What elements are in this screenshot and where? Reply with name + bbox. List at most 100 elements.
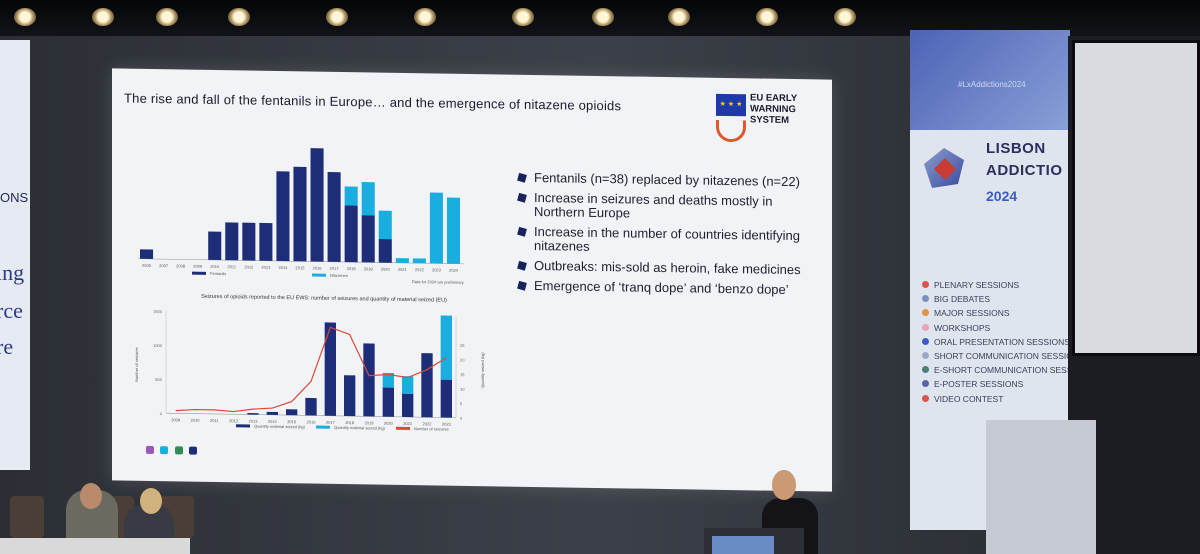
bullet-item: Increase in the number of countries iden…: [516, 224, 806, 258]
panelist-head: [80, 483, 102, 509]
bar: [324, 322, 337, 416]
bar: [363, 343, 375, 417]
bar: [327, 172, 341, 262]
tick-label: 2013: [261, 265, 271, 270]
bar: [293, 166, 307, 262]
fentanils-nitazenes-bar-chart: 2006 2007 2008 2009 2010 2011 2012 2013 2014 2015…: [138, 148, 464, 278]
session-type-item: PLENARY SESSIONS: [922, 280, 1093, 294]
tick-label: 2020: [381, 267, 391, 272]
seizures-combo-chart: 0 500 1000 1500 0 5 10 15 20 25 2009 2010 2011 2012 20…: [134, 309, 485, 432]
tick-label: 2011: [210, 418, 219, 423]
tick-label: 2014: [278, 265, 288, 270]
tick-label: 25: [460, 343, 465, 348]
tick-label: 2013: [249, 418, 259, 423]
stage-light-icon: [414, 8, 436, 26]
banner-header: #LxAddictions2024: [910, 30, 1070, 130]
bar: [361, 215, 375, 263]
bar: [247, 413, 259, 415]
tick-label: 2018: [345, 420, 355, 425]
legend-label: Fentanils: [210, 271, 226, 276]
bar: [344, 186, 358, 206]
banner-name-line: LISBON: [986, 140, 1046, 157]
bar: [259, 222, 273, 261]
panel-table: [0, 538, 190, 554]
bar: [140, 249, 154, 259]
tick-label: 2006: [142, 263, 152, 268]
tick-label: 2022: [423, 421, 433, 426]
bar: [378, 238, 392, 263]
tick-label: 2024: [449, 268, 459, 273]
bar: [344, 375, 356, 417]
bullet-item: Emergence of ‘tranq dope’ and ‘benzo dop…: [516, 278, 806, 298]
partner-logo-icon: [174, 446, 183, 455]
bar: [310, 148, 324, 262]
tick-label: 2018: [347, 266, 357, 271]
bar: [382, 372, 394, 388]
tick-label: 2023: [432, 267, 442, 272]
logo-line: EU EARLY: [750, 92, 798, 105]
stage-light-icon: [668, 8, 690, 26]
bar: [402, 376, 414, 394]
legend-swatch: [316, 425, 330, 429]
bar: [266, 411, 279, 415]
logo-line: SYSTEM: [750, 114, 790, 126]
tick-label: 2012: [229, 418, 239, 423]
chart-note: Data for 2024 are preliminary: [412, 279, 464, 285]
tick-label: 0: [460, 416, 463, 421]
stage-light-icon: [834, 8, 856, 26]
session-type-item: SHORT COMMUNICATION SESSIONS: [922, 351, 1093, 365]
legend-swatch: [396, 426, 410, 431]
session-type-item: BIG DEBATES: [922, 294, 1093, 308]
bar: [305, 397, 317, 416]
stage-light-icon: [592, 8, 614, 26]
bar: [421, 353, 433, 418]
left-banner-fragment: ing: [0, 260, 25, 285]
tick-label: 500: [155, 377, 162, 382]
stage-light-icon: [756, 8, 778, 26]
tick-label: 2008: [176, 263, 186, 268]
tick-label: 2022: [415, 267, 425, 272]
session-type-item: E-SHORT COMMUNICATION SESSIONS: [922, 365, 1093, 379]
bullet-list: Fentanils (n=38) replaced by nitazenes (…: [516, 170, 806, 304]
bullet-item: Fentanils (n=38) replaced by nitazenes (…: [516, 170, 806, 190]
bar: [242, 222, 256, 261]
legend-label: Quantity material seized (kg): [334, 425, 386, 431]
banner-hashtag: #LxAddictions2024: [958, 80, 1026, 89]
legend-label: Nitazenes: [330, 273, 348, 278]
bar: [344, 205, 358, 263]
slide-title: The rise and fall of the fentanils in Eu…: [124, 90, 622, 114]
eu-ews-logo: ★ ★ ★ EU EARLY WARNING SYSTEM: [716, 92, 826, 154]
tick-label: 2016: [313, 265, 323, 270]
speaker-head: [772, 470, 796, 500]
bar: [402, 393, 414, 418]
stage-light-icon: [228, 8, 250, 26]
tick-label: 2023: [442, 422, 452, 427]
bar: [286, 409, 298, 416]
tick-label: 2011: [227, 264, 236, 269]
bar: [440, 379, 452, 418]
bar: [378, 210, 392, 240]
stage-light-icon: [512, 8, 534, 26]
bar: [412, 258, 426, 264]
tick-label: 2021: [403, 421, 413, 426]
tick-label: 2021: [398, 267, 408, 272]
tick-label: 5: [460, 401, 463, 406]
banner-name-line: ADDICTIO: [986, 162, 1063, 179]
conference-logo-accent-icon: [934, 158, 956, 180]
tick-label: 2020: [384, 421, 394, 426]
legend-label: Quantity material seized (kg): [254, 424, 306, 430]
partner-logo-icon: [146, 445, 154, 455]
stage-light-icon: [326, 8, 348, 26]
podium-screen: [712, 536, 774, 554]
tick-label: 1000: [153, 343, 163, 348]
side-monitor: [1072, 40, 1200, 356]
bar: [361, 182, 375, 216]
bar: [225, 222, 239, 261]
stage-light-icon: [92, 8, 114, 26]
tick-label: 2010: [191, 418, 201, 423]
stage-panel: [986, 420, 1096, 554]
tick-label: 2009: [171, 417, 181, 422]
tick-label: 0: [160, 411, 163, 416]
tick-label: 2015: [296, 265, 306, 270]
session-type-item: VIDEO CONTEST: [922, 394, 1093, 408]
